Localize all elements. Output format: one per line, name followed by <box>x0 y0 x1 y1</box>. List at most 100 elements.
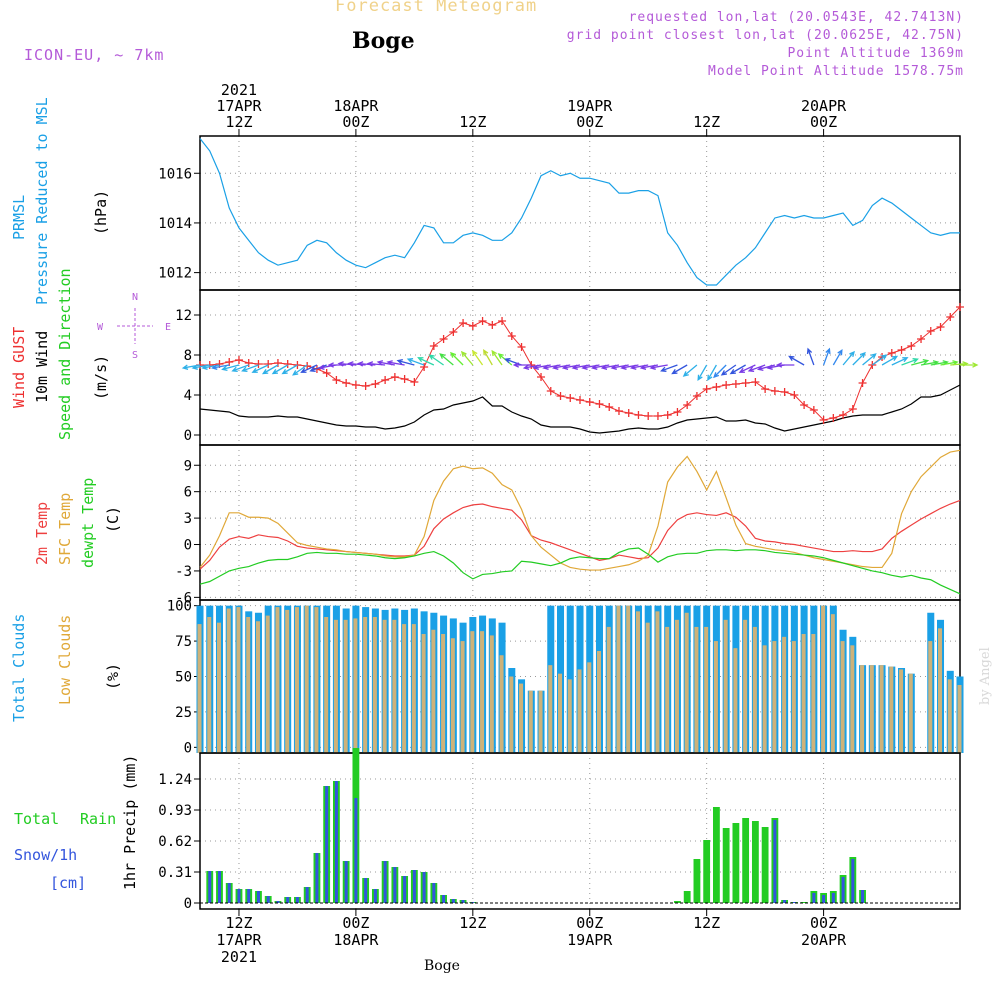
low-cloud-bar <box>938 628 943 753</box>
panel-frame-temperature <box>199 444 961 601</box>
gust-marker <box>858 379 867 387</box>
gust-marker <box>254 360 263 368</box>
low-cloud-bar <box>626 605 631 753</box>
model-name: ICON-EU, ~ 7km <box>24 46 165 64</box>
wind-arrow <box>757 364 776 371</box>
snow-bar <box>461 900 465 903</box>
low-cloud-bar <box>957 685 962 753</box>
low-cloud-bar <box>392 619 397 753</box>
snow-bar <box>344 861 348 903</box>
gust-marker <box>576 396 584 404</box>
gust-marker <box>293 361 302 369</box>
gust-marker <box>800 401 809 409</box>
low-cloud-bar <box>548 665 553 753</box>
gust-marker <box>653 412 662 420</box>
wind-arrow <box>347 361 366 367</box>
snow-bar <box>812 893 816 903</box>
top-time-label: 2021 <box>221 81 257 99</box>
gust-marker <box>614 407 623 415</box>
low-cloud-bar <box>811 634 816 753</box>
ytick-label: 0 <box>184 740 192 756</box>
gust-marker <box>809 406 818 414</box>
gust-marker <box>537 373 546 381</box>
requested-coords: requested lon,lat (20.0543E, 42.7413N) <box>628 10 964 25</box>
low-cloud-bar <box>528 690 533 753</box>
snow-bar <box>227 883 231 903</box>
rain-bar <box>800 902 808 903</box>
gust-marker <box>351 381 360 389</box>
gust-marker <box>439 335 448 343</box>
low-cloud-bar <box>577 669 582 753</box>
low-cloud-bar <box>402 624 407 753</box>
ytick-label: -3 <box>175 564 192 580</box>
station-name: Boge <box>352 28 415 54</box>
wind-arrow <box>697 364 708 382</box>
gust-marker <box>332 376 341 384</box>
wind-arrow <box>881 355 899 366</box>
low-cloud-bar <box>353 618 358 753</box>
wind-arrow <box>439 353 454 366</box>
gust-marker <box>946 313 955 321</box>
snow-bar <box>393 867 397 903</box>
snow-bar <box>208 871 212 903</box>
snow-bar <box>383 861 387 903</box>
grid-point-coords: grid point closest lon,lat (20.0625E, 42… <box>566 28 964 43</box>
snow-bar <box>831 893 835 903</box>
gust-marker <box>770 387 779 395</box>
top-time-label: 20APR <box>801 97 847 115</box>
top-time-label: 00Z <box>342 113 369 131</box>
low-cloud-bar <box>275 607 280 753</box>
panel-pressure: 1012 1014 1016 PRMSL Pressure Reduced to MSL… <box>10 97 961 305</box>
gust-marker <box>225 358 234 366</box>
low-cloud-bar <box>324 617 329 753</box>
gust-marker <box>468 322 477 330</box>
low-cloud-bar <box>343 619 348 753</box>
wind-arrow <box>281 364 298 375</box>
gust-marker <box>507 332 516 340</box>
gust-marker <box>829 414 838 422</box>
wind-arrow <box>491 349 503 366</box>
low-cloud-bar <box>285 609 290 753</box>
panel-frame-pressure <box>199 135 961 291</box>
low-cloud-bar <box>519 683 524 753</box>
label-pressure-reduced: Pressure Reduced to MSL <box>33 97 51 305</box>
gust-marker <box>498 317 507 325</box>
label-ms: (m/s) <box>92 355 110 400</box>
wind-arrow <box>747 364 766 372</box>
ytick-label: 0 <box>184 896 192 912</box>
gust-marker <box>361 382 370 390</box>
wind-arrow <box>483 348 493 366</box>
ytick-label: 3 <box>184 511 192 527</box>
low-cloud-bar <box>694 626 699 753</box>
wind-arrow <box>241 364 259 372</box>
gust-marker <box>234 356 243 364</box>
low-cloud-bar <box>635 611 640 753</box>
wind-arrow <box>822 347 831 366</box>
snow-bar <box>432 883 436 903</box>
gust-marker <box>478 317 487 325</box>
snow-bar <box>422 872 426 903</box>
low-cloud-bar <box>869 665 874 753</box>
label-wind-gust: Wind GUST <box>10 327 28 408</box>
ytick-label: 75 <box>175 634 192 650</box>
gust-marker <box>264 360 273 368</box>
gust-marker <box>556 392 565 400</box>
snow-bar <box>773 820 777 903</box>
snow-bar <box>851 859 855 903</box>
wind-arrow <box>738 364 756 373</box>
rain-bar <box>751 821 759 903</box>
low-cloud-bar <box>840 641 845 753</box>
low-cloud-bar <box>363 617 368 753</box>
rain-bar <box>693 859 701 903</box>
gust-marker <box>897 346 906 354</box>
ytick-label: 50 <box>175 670 192 686</box>
low-cloud-bar <box>665 626 670 753</box>
gust-marker <box>731 380 740 388</box>
point-altitude: Point Altitude 1369m <box>787 46 964 61</box>
gust-marker <box>907 342 916 350</box>
bottom-time-label: 12Z <box>459 914 486 932</box>
wind-arrow <box>356 361 376 367</box>
panel-wind: 0 4 8 12 Wind GUST 10m Wind Speed and Directio… <box>10 268 979 446</box>
wind-arrow <box>327 362 347 368</box>
gust-marker <box>722 381 731 389</box>
